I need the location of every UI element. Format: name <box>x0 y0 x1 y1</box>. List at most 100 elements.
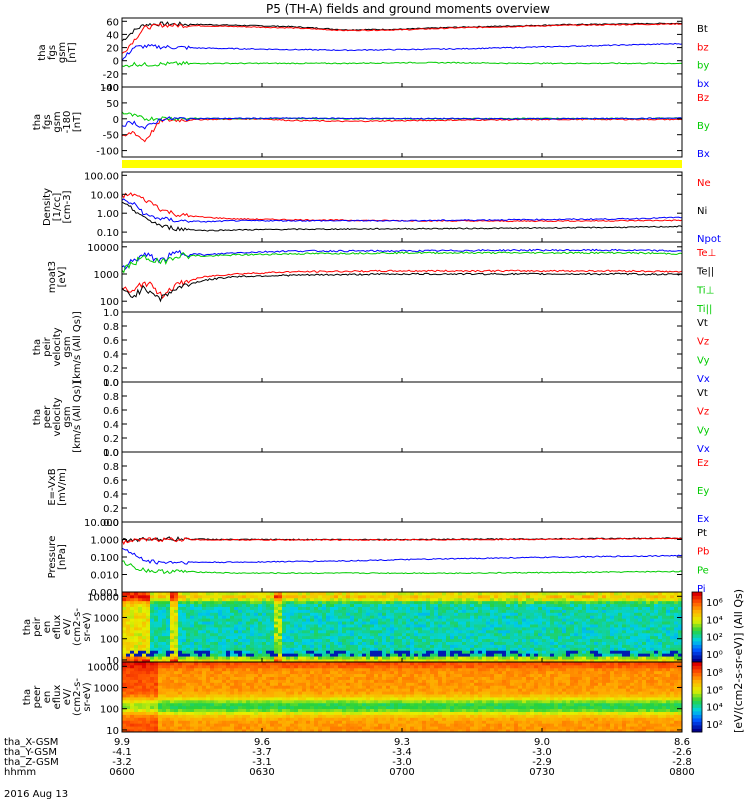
heatmap-cell <box>150 624 155 628</box>
heatmap-cell <box>514 621 519 625</box>
heatmap-cell <box>286 650 291 654</box>
heatmap-cell <box>482 597 487 602</box>
heatmap-cell <box>302 691 307 695</box>
heatmap-cell <box>190 641 195 645</box>
heatmap-cell <box>354 638 359 642</box>
heatmap-cell <box>342 632 347 637</box>
heatmap-cell <box>134 615 139 619</box>
heatmap-cell <box>674 641 679 645</box>
heatmap-cell <box>234 603 239 607</box>
heatmap-cell <box>534 612 539 616</box>
heatmap-cell <box>534 618 539 622</box>
heatmap-cell <box>662 618 667 622</box>
heatmap-cell <box>510 656 515 660</box>
heatmap-cell <box>122 670 127 675</box>
heatmap-cell <box>610 600 615 605</box>
heatmap-cell <box>122 635 127 640</box>
heatmap-cell <box>618 618 623 622</box>
heatmap-cell <box>614 612 619 616</box>
heatmap-cell <box>410 635 415 640</box>
heatmap-cell <box>446 618 451 622</box>
heatmap-cell <box>382 606 387 610</box>
heatmap-cell <box>174 699 179 704</box>
heatmap-cell <box>634 594 639 599</box>
heatmap-cell <box>218 720 223 724</box>
heatmap-cell <box>382 656 387 660</box>
heatmap-cell <box>338 597 343 602</box>
heatmap-cell <box>262 711 267 715</box>
heatmap-cell <box>522 629 527 634</box>
heatmap-cell <box>466 609 471 613</box>
heatmap-cell <box>386 629 391 634</box>
heatmap-cell <box>422 592 427 596</box>
heatmap-cell <box>286 609 291 613</box>
heatmap-cell <box>450 612 455 616</box>
heatmap-cell <box>234 682 239 686</box>
heatmap-cell <box>158 662 163 666</box>
heatmap-cell <box>310 726 315 730</box>
heatmap-cell <box>298 691 303 695</box>
heatmap-cell <box>422 659 427 663</box>
heatmap-cell <box>170 606 175 610</box>
heatmap-cell <box>470 641 475 645</box>
heatmap-cell <box>270 597 275 602</box>
heatmap-cell <box>242 656 247 660</box>
heatmap-cell <box>334 664 339 669</box>
heatmap-cell <box>218 647 223 651</box>
heatmap-cell <box>270 653 275 657</box>
heatmap-cell <box>450 629 455 634</box>
heatmap-cell <box>470 624 475 628</box>
heatmap-cell <box>226 621 231 625</box>
heatmap-cell <box>282 647 287 651</box>
heatmap-cell <box>510 659 515 663</box>
heatmap-cell <box>606 612 611 616</box>
heatmap-cell <box>166 656 171 660</box>
heatmap-cell <box>306 729 311 733</box>
heatmap-cell <box>614 659 619 663</box>
heatmap-cell <box>658 653 663 657</box>
heatmap-cell <box>462 618 467 622</box>
heatmap-cell <box>530 615 535 619</box>
heatmap-cell <box>154 664 159 669</box>
heatmap-cell <box>250 685 255 689</box>
heatmap-cell <box>230 615 235 619</box>
heatmap-cell <box>442 594 447 599</box>
heatmap-cell <box>186 629 191 634</box>
heatmap-cell <box>174 606 179 610</box>
heatmap-cell <box>414 618 419 622</box>
heatmap-cell <box>674 627 679 631</box>
heatmap-cell <box>566 621 571 625</box>
y-axis-label: eV/ <box>62 618 73 635</box>
heatmap-cell <box>318 699 323 704</box>
heatmap-cell <box>126 618 131 622</box>
heatmap-cell <box>266 597 271 602</box>
heatmap-cell <box>182 688 187 692</box>
heatmap-cell <box>194 594 199 599</box>
heatmap-cell <box>418 600 423 605</box>
heatmap-cell <box>210 711 215 715</box>
heatmap-cell <box>610 594 615 599</box>
heatmap-cell <box>534 621 539 625</box>
heatmap-cell <box>322 711 327 715</box>
colorbar-segment <box>692 592 702 596</box>
heatmap-cell <box>390 656 395 660</box>
heatmap-cell <box>274 615 279 619</box>
heatmap-cell <box>366 638 371 642</box>
heatmap-cell <box>402 592 407 596</box>
heatmap-cell <box>342 609 347 613</box>
heatmap-cell <box>294 682 299 686</box>
heatmap-cell <box>286 694 291 698</box>
heatmap-cell <box>190 656 195 660</box>
heatmap-cell <box>122 708 127 712</box>
heatmap-cell <box>218 641 223 645</box>
heatmap-cell <box>326 711 331 715</box>
heatmap-cell <box>354 621 359 625</box>
heatmap-cell <box>574 600 579 605</box>
heatmap-cell <box>162 638 167 642</box>
heatmap-cell <box>206 612 211 616</box>
heatmap-cell <box>358 600 363 605</box>
heatmap-cell <box>282 708 287 712</box>
heatmap-cell <box>258 726 263 730</box>
heatmap-cell <box>206 691 211 695</box>
heatmap-cell <box>354 647 359 651</box>
